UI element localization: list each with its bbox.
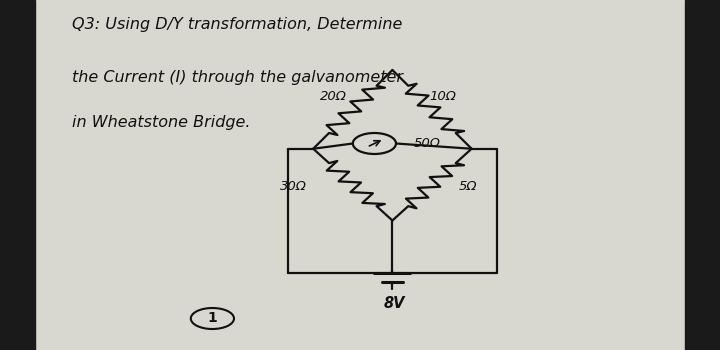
Text: 8V: 8V <box>384 296 405 311</box>
Bar <box>685 0 720 350</box>
Text: in Wheatstone Bridge.: in Wheatstone Bridge. <box>72 116 251 131</box>
Text: 1: 1 <box>207 312 217 326</box>
Text: Q3: Using D/Y transformation, Determine: Q3: Using D/Y transformation, Determine <box>72 18 402 33</box>
Text: 20Ω: 20Ω <box>320 90 347 103</box>
Bar <box>0 0 35 350</box>
Text: 30Ω: 30Ω <box>280 180 307 193</box>
Text: the Current (I) through the galvanometer: the Current (I) through the galvanometer <box>72 70 403 85</box>
Text: 50Ω: 50Ω <box>414 137 441 150</box>
Text: 5Ω: 5Ω <box>459 180 477 193</box>
Text: 10Ω: 10Ω <box>429 90 456 103</box>
